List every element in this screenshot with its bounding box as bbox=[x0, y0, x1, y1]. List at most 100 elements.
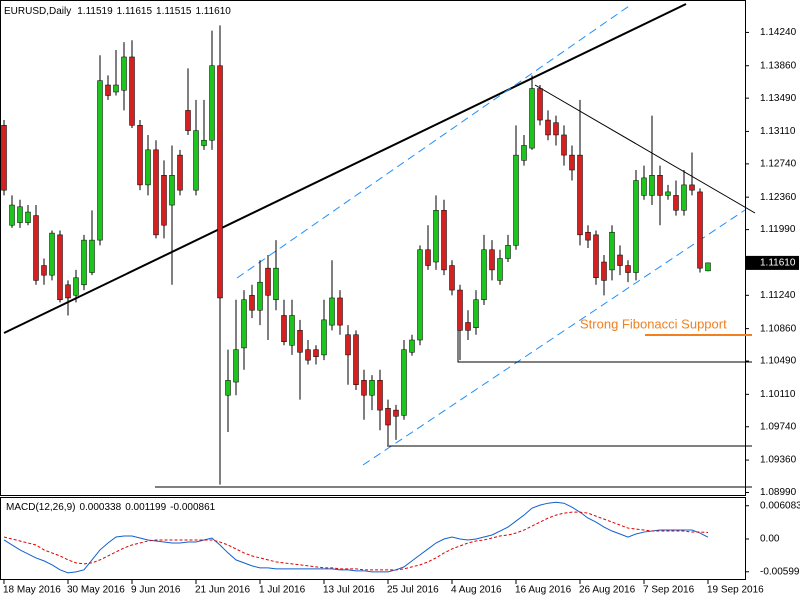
y-tick-label: 1.10490 bbox=[760, 356, 797, 367]
candle-body bbox=[593, 234, 599, 279]
candle-body bbox=[353, 334, 359, 385]
candle-body bbox=[297, 330, 303, 353]
x-tick-label: 16 Aug 2016 bbox=[515, 585, 572, 596]
candle-body bbox=[329, 297, 335, 326]
y-tick-label: 1.08990 bbox=[760, 487, 797, 498]
candle-body bbox=[681, 184, 687, 211]
candle-body bbox=[9, 204, 15, 226]
x-tick-label: 25 Jul 2016 bbox=[387, 585, 439, 596]
candle-body bbox=[209, 65, 215, 141]
candle-body bbox=[665, 191, 671, 196]
candle-body bbox=[217, 65, 223, 299]
close-label: 1.11610 bbox=[195, 6, 231, 17]
candle-body bbox=[145, 149, 151, 186]
macd-line bbox=[3, 501, 709, 574]
candle-body bbox=[697, 191, 703, 269]
y-tick-label: 1.11990 bbox=[760, 224, 796, 235]
candle-body bbox=[1, 125, 7, 191]
candle-body bbox=[169, 175, 175, 206]
annotation: Strong Fibonacci Support bbox=[580, 316, 727, 331]
resistance-line bbox=[534, 84, 756, 214]
candle-body bbox=[441, 210, 447, 271]
candle-body bbox=[25, 211, 31, 223]
candle-body bbox=[425, 249, 431, 266]
macd-header: MACD(12,26,9) 0.000338 0.001199 -0.000861 bbox=[6, 502, 216, 513]
candle-body bbox=[625, 265, 631, 273]
candle-body bbox=[57, 234, 63, 300]
candle-body bbox=[497, 258, 503, 281]
candle-body bbox=[641, 177, 647, 196]
y-tick-label: 1.13490 bbox=[760, 93, 797, 104]
macd-histogram-label: -0.000861 bbox=[170, 502, 215, 513]
candle-body bbox=[201, 139, 207, 146]
candle-body bbox=[585, 231, 591, 241]
symbol: EURUSD,Daily bbox=[4, 6, 71, 17]
candle-body bbox=[313, 349, 319, 357]
price-box bbox=[746, 255, 799, 270]
candle-body bbox=[65, 284, 71, 299]
candle-body bbox=[361, 380, 367, 396]
y-tick-label: 1.12740 bbox=[760, 159, 797, 170]
candle-body bbox=[121, 56, 127, 91]
x-tick-label: 19 Sep 2016 bbox=[707, 585, 764, 596]
channel-upper bbox=[236, 3, 633, 279]
candle-body bbox=[369, 380, 375, 396]
candle-body bbox=[41, 265, 47, 276]
candle-body bbox=[225, 380, 231, 396]
candle-body bbox=[17, 206, 23, 223]
candle-body bbox=[545, 119, 551, 136]
y-tick-label: 1.14240 bbox=[760, 27, 797, 38]
candle-body bbox=[153, 149, 159, 236]
y-tick-label: 1.13860 bbox=[760, 60, 797, 71]
candle-body bbox=[569, 154, 575, 171]
candle-body bbox=[177, 154, 183, 191]
candle-body bbox=[577, 154, 583, 236]
candle-body bbox=[273, 267, 279, 300]
macd-signal-label: 0.001199 bbox=[125, 502, 166, 513]
candle-body bbox=[89, 239, 95, 273]
x-tick-label: 21 Jun 2016 bbox=[195, 585, 250, 596]
x-tick-label: 18 May 2016 bbox=[3, 585, 61, 596]
candle-body bbox=[337, 297, 343, 326]
candle-body bbox=[385, 408, 391, 426]
candle-body bbox=[129, 56, 135, 126]
candle-body bbox=[465, 322, 471, 331]
candle-body bbox=[513, 154, 519, 246]
candle-body bbox=[609, 231, 615, 271]
candle-body bbox=[457, 289, 463, 331]
candle-body bbox=[529, 88, 535, 149]
candle-body bbox=[193, 130, 199, 191]
candle-body bbox=[401, 349, 407, 416]
candle-body bbox=[657, 175, 663, 196]
candle-body bbox=[377, 380, 383, 411]
candle-body bbox=[97, 80, 103, 241]
y-tick-label: 1.09360 bbox=[760, 455, 797, 466]
candle-body bbox=[49, 232, 55, 276]
macd-main-label: 0.000338 bbox=[79, 502, 121, 513]
candle-body bbox=[433, 210, 439, 263]
candle-body bbox=[649, 175, 655, 196]
macd-y-tick-label: -0.005993 bbox=[760, 566, 800, 577]
candle-body bbox=[265, 267, 271, 296]
candle-body bbox=[257, 281, 263, 311]
candle-body bbox=[105, 84, 111, 96]
level-line bbox=[457, 330, 752, 363]
candle-body bbox=[345, 334, 351, 356]
price-box-label: 1.11610 bbox=[760, 258, 796, 269]
x-tick-label: 1 Jul 2016 bbox=[259, 585, 306, 596]
candle-body bbox=[393, 409, 399, 417]
candle-body bbox=[553, 122, 559, 136]
candle-body bbox=[161, 175, 167, 226]
macd-label: MACD(12,26,9) bbox=[6, 502, 75, 513]
x-tick-label: 4 Aug 2016 bbox=[451, 585, 502, 596]
x-tick-label: 7 Sep 2016 bbox=[643, 585, 695, 596]
candle-body bbox=[281, 315, 287, 343]
candle-body bbox=[113, 84, 119, 93]
x-tick-label: 9 Jun 2016 bbox=[131, 585, 181, 596]
candle-body bbox=[81, 239, 87, 286]
y-tick-label: 1.11240 bbox=[760, 290, 796, 301]
low-label: 1.11515 bbox=[156, 6, 192, 17]
candle-body bbox=[537, 88, 543, 121]
candle-body bbox=[73, 277, 79, 296]
candle-body bbox=[633, 180, 639, 273]
